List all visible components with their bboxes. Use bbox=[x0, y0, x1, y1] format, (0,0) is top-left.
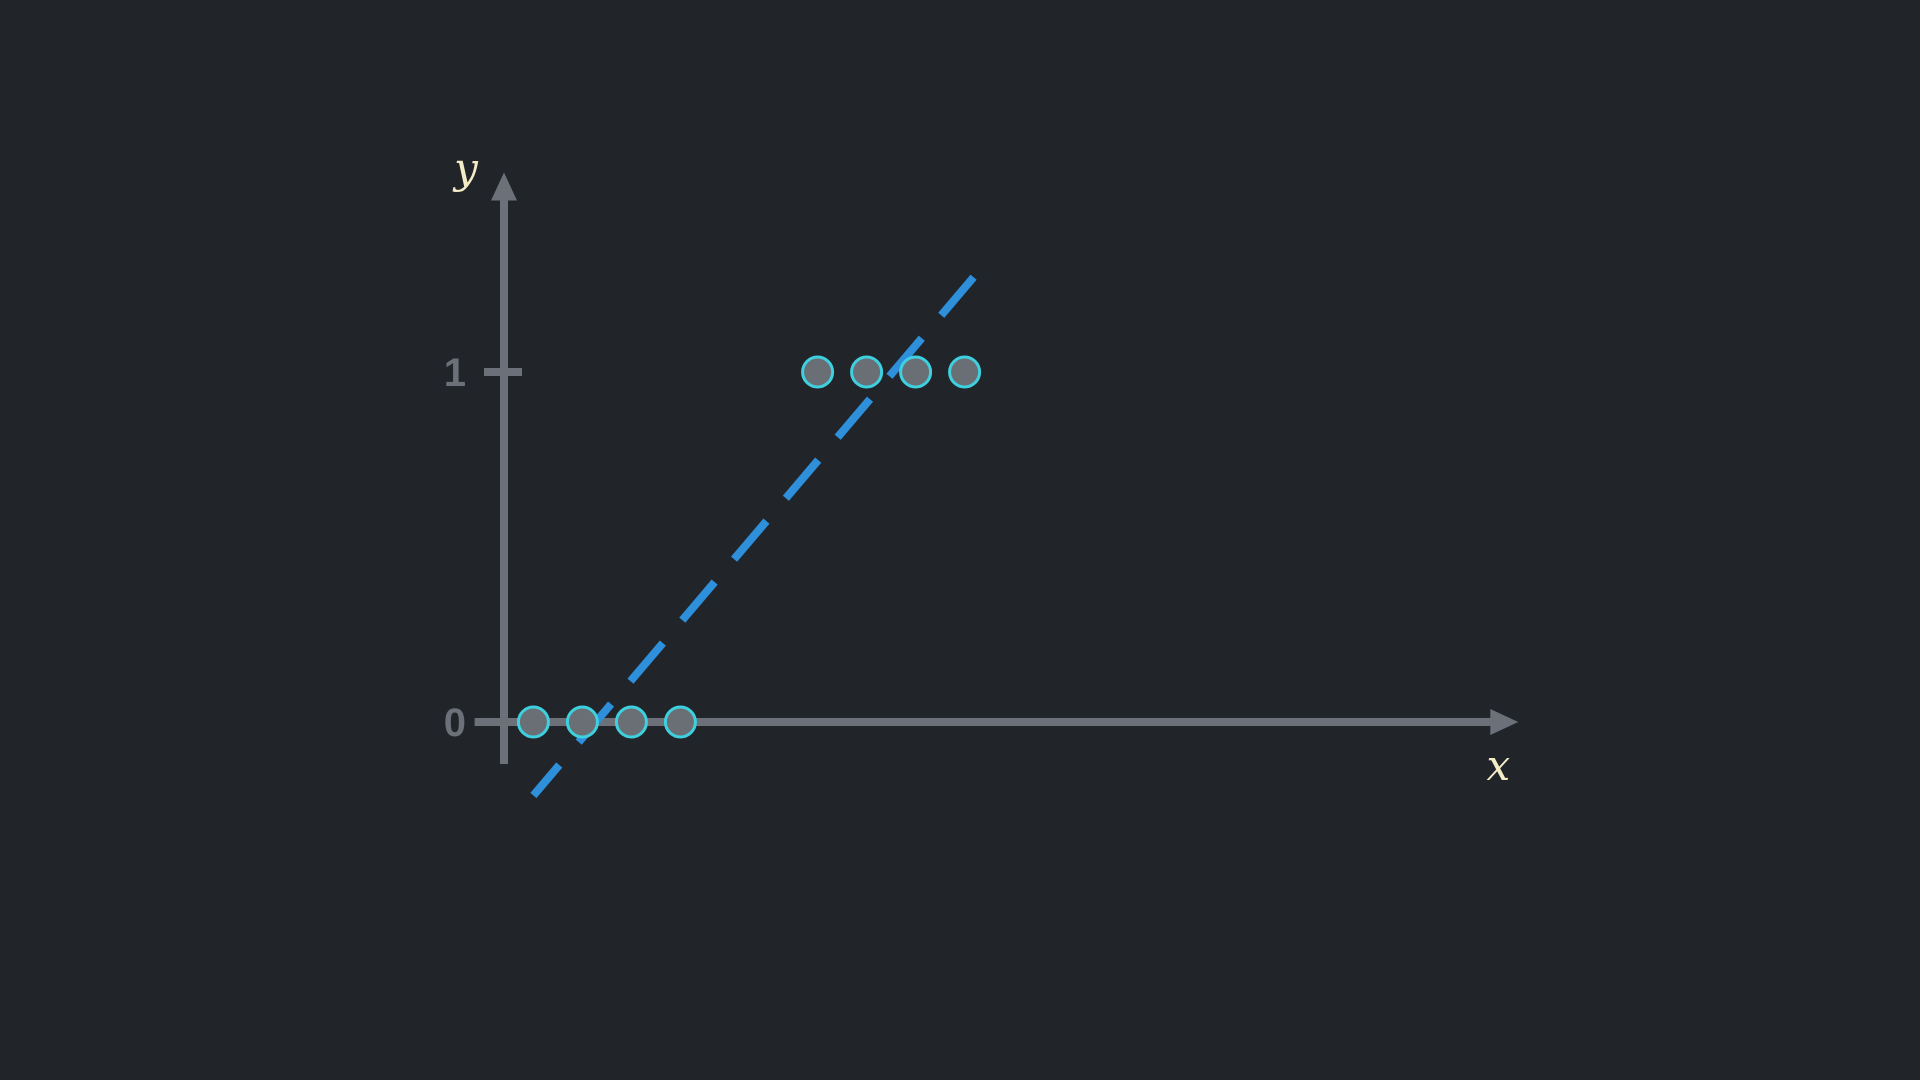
data-point bbox=[801, 355, 835, 389]
data-point bbox=[614, 705, 648, 739]
y-axis-arrowhead bbox=[491, 172, 517, 201]
data-point bbox=[565, 705, 599, 739]
fit-line bbox=[530, 267, 983, 799]
points-layer bbox=[516, 355, 982, 739]
x-axis-label: x bbox=[1486, 741, 1510, 790]
data-point bbox=[663, 705, 697, 739]
data-point bbox=[516, 705, 550, 739]
labels-layer: 0 1 x y bbox=[444, 144, 1511, 791]
data-point bbox=[899, 355, 933, 389]
fit-line-layer bbox=[530, 267, 983, 799]
data-point bbox=[948, 355, 982, 389]
y-axis-label: y bbox=[452, 144, 479, 193]
x-axis-arrowhead bbox=[1490, 709, 1519, 735]
y-tick-label: 0 bbox=[444, 701, 466, 745]
y-tick-label: 1 bbox=[444, 351, 466, 395]
data-point bbox=[850, 355, 884, 389]
